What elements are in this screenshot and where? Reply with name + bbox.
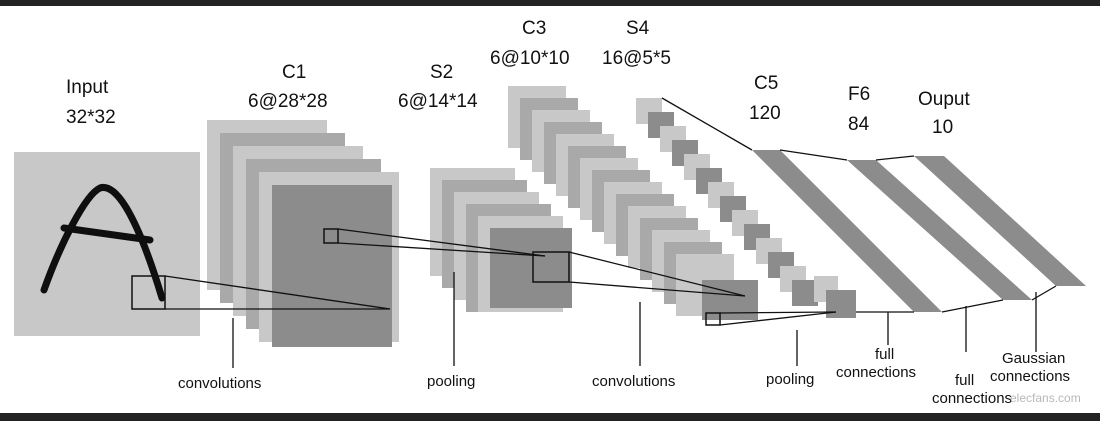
s2-receptive-field xyxy=(532,251,570,283)
c3-dims: 6@10*10 xyxy=(490,48,570,69)
input-label: Input xyxy=(66,77,109,98)
s4-feature-maps xyxy=(636,98,856,318)
s2-label: S2 xyxy=(430,62,454,83)
c1-feature-maps xyxy=(207,120,399,347)
c5-band xyxy=(752,150,942,312)
s2-dims: 6@14*14 xyxy=(398,91,478,112)
gaussian-connections-line1: Gaussian xyxy=(1002,350,1066,367)
pooling-label-2: pooling xyxy=(766,371,815,388)
c3-receptive-field xyxy=(705,312,721,326)
input-receptive-field xyxy=(131,275,166,310)
output-band xyxy=(914,156,1086,286)
projection-lines xyxy=(164,97,1057,326)
label-callout-ticks xyxy=(232,272,1037,368)
f6-label: F6 xyxy=(848,84,871,105)
bottom-frame-bar xyxy=(0,413,1100,421)
c3-label: C3 xyxy=(522,18,547,39)
convolutions-label-1: convolutions xyxy=(178,375,262,392)
watermark: elecfans.com xyxy=(1010,391,1081,405)
top-frame-bar xyxy=(0,0,1100,6)
c1-label: C1 xyxy=(282,62,307,83)
c1-dims: 6@28*28 xyxy=(248,91,328,112)
input-dims: 32*32 xyxy=(66,107,116,128)
input-image xyxy=(14,152,200,336)
pooling-label-1: pooling xyxy=(427,373,476,390)
s2-feature-maps xyxy=(430,168,572,312)
full-connections-2-line1: full xyxy=(955,372,975,389)
f6-dims: 84 xyxy=(848,114,870,135)
full-connections-2-line2: connections xyxy=(932,390,1013,407)
c5-dims: 120 xyxy=(749,103,781,124)
c1-receptive-field xyxy=(323,228,339,244)
s4-label: S4 xyxy=(626,18,650,39)
c5-label: C5 xyxy=(754,73,779,94)
output-dims: 10 xyxy=(932,117,954,138)
f6-band xyxy=(847,160,1032,300)
full-connections-1-line1: full xyxy=(875,346,895,363)
s4-dims: 16@5*5 xyxy=(602,48,671,69)
gaussian-connections-line2: connections xyxy=(990,368,1071,385)
input-letter-glyph xyxy=(40,184,166,302)
full-connections-1-line2: connections xyxy=(836,364,917,381)
output-label: Ouput xyxy=(918,89,970,110)
convolutions-label-2: convolutions xyxy=(592,373,676,390)
